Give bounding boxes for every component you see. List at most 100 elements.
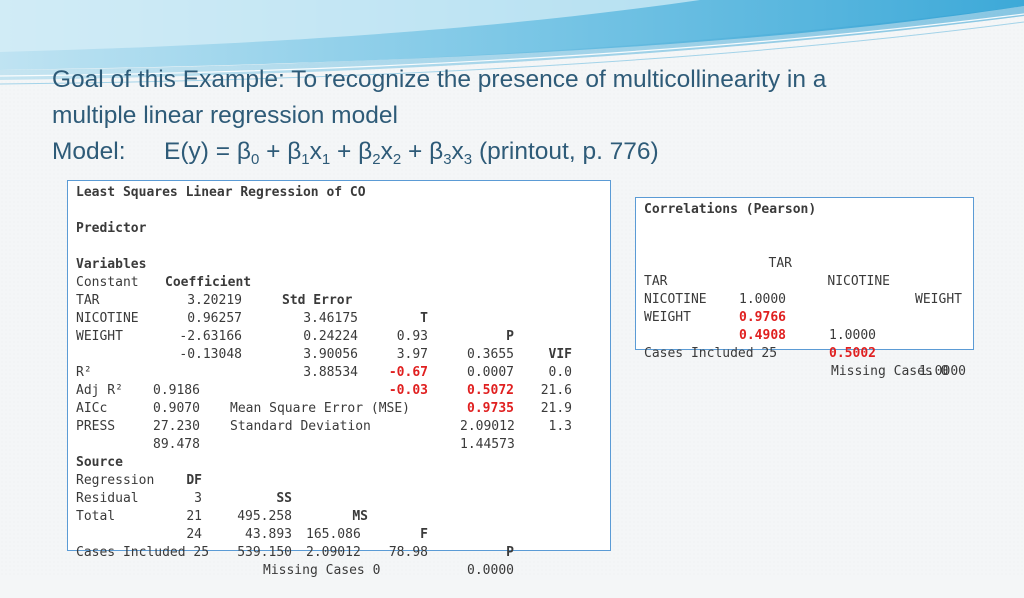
anova-ss: 539.150	[237, 545, 292, 560]
anova-source: Residual	[76, 491, 139, 506]
row-p-highlight: 0.9735	[467, 401, 514, 416]
beta-1-sub: 1	[301, 151, 310, 168]
model-equation: Model: E(y) = β0 + β1x1 + β2x2 + β3x3 (pr…	[52, 134, 1012, 170]
table-row: NICOTINE -2.63166 3.90056 -0.67 0.5072 2…	[68, 292, 610, 416]
row-name: TAR	[76, 293, 100, 308]
row-t: 3.97	[396, 347, 428, 362]
header-wave-decoration	[0, 0, 1024, 85]
anova-source: Regression	[76, 473, 155, 488]
anova-ss: 495.258	[237, 509, 292, 524]
regression-printout-panel: Least Squares Linear Regression of CO Pr…	[67, 180, 611, 578]
table-row: Regression 3 495.258 165.086 78.98 0.000…	[68, 454, 610, 578]
table-row: Constant 3.20219 3.46175 0.93 0.3655 0.0	[68, 256, 610, 380]
missing-cases: Missing Cases 0	[831, 364, 949, 379]
row-coef: 3.20219	[187, 293, 242, 308]
corr-header-weight: WEIGHT	[915, 292, 962, 307]
x3: x	[451, 138, 464, 165]
coef-table-header: Variables Coefficient Std Error T P VIF	[68, 238, 610, 362]
stat-label-2: Standard Deviation	[230, 419, 371, 434]
corr-header-tar: TAR	[768, 256, 792, 271]
x2: x	[380, 138, 393, 165]
stat-value-2: 1.44573	[460, 437, 515, 452]
plus-beta-3: + β	[401, 138, 444, 165]
anova-header-df: DF	[186, 473, 202, 488]
x1-sub: 1	[321, 151, 331, 168]
header-t: T	[420, 311, 428, 326]
anova-df: 3	[194, 491, 202, 506]
corr-row-name: WEIGHT	[644, 310, 691, 325]
anova-header: Source DF SS MS F P	[68, 436, 610, 560]
cases-footer: Cases Included 25 Missing Cases 0	[636, 327, 973, 379]
anova-df: 21	[186, 509, 202, 524]
stat-label: AICc	[76, 401, 108, 416]
header-coefficient: Coefficient	[165, 275, 252, 290]
row-name: NICOTINE	[76, 311, 139, 326]
row-name: Constant	[76, 275, 139, 290]
beta-0-sub: 0	[250, 151, 260, 168]
cases-footer: Cases Included 25 Missing Cases 0	[68, 526, 610, 578]
corr-value-highlight: 0.4908	[739, 328, 786, 343]
anova-header-f: F	[420, 527, 428, 542]
header-std-error: Std Error	[282, 293, 353, 308]
title-line-1: Goal of this Example: To recognize the p…	[52, 66, 827, 93]
table-row: TAR 1.0000	[636, 255, 973, 307]
row-se: 0.24224	[303, 329, 358, 344]
row-coef: -2.63166	[179, 329, 242, 344]
stat-value: 0.9186	[153, 383, 200, 398]
anova-header-ms: MS	[352, 509, 368, 524]
row-vif: 1.3	[548, 419, 572, 434]
correlations-header: TAR NICOTINE WEIGHT	[636, 237, 973, 307]
anova-ss: 43.893	[245, 527, 292, 542]
stat-value: 89.478	[153, 437, 200, 452]
anova-header-source: Source	[76, 455, 123, 470]
missing-cases: Missing Cases 0	[263, 563, 381, 578]
row-vif: 0.0	[548, 365, 572, 380]
cases-included: Cases Included 25	[644, 346, 778, 361]
anova-p: 0.0000	[467, 563, 514, 578]
corr-value: 1.0000	[829, 328, 876, 343]
stats-row: PRESS 89.478	[68, 400, 610, 452]
x3-sub: 3	[463, 151, 473, 168]
anova-ms: 165.086	[306, 527, 361, 542]
corr-row-name: TAR	[644, 274, 668, 289]
stats-row: AICc 27.230	[68, 382, 610, 434]
printout-reference: (printout, p. 776)	[472, 138, 659, 165]
anova-header-p: P	[506, 545, 514, 560]
corr-header-nicotine: NICOTINE	[827, 274, 890, 289]
table-row: Residual 21 43.893 2.09012	[68, 472, 610, 560]
stat-label: PRESS	[76, 419, 116, 434]
stats-row: R² 0.9186 Mean Square Error (MSE) 2.0901…	[68, 346, 610, 434]
row-t-highlight: -0.67	[388, 365, 428, 380]
stat-value: 27.230	[153, 419, 200, 434]
corr-row-name: NICOTINE	[644, 292, 707, 307]
regression-heading: Least Squares Linear Regression of CO	[76, 185, 366, 200]
model-expr: E(y) = β	[164, 138, 251, 165]
anova-f: 78.98	[388, 545, 428, 560]
table-row: Total 24 539.150	[68, 490, 610, 560]
row-name: WEIGHT	[76, 329, 123, 344]
cases-included: Cases Included 25	[76, 545, 210, 560]
stats-row: Adj R² 0.9070 Standard Deviation 1.44573	[68, 364, 610, 452]
model-label: Model:	[52, 138, 126, 165]
row-p: 0.0007	[467, 365, 514, 380]
row-coef: 0.96257	[187, 311, 242, 326]
table-row: WEIGHT -0.13048 3.88534 -0.03 0.9735 1.3	[68, 310, 610, 434]
stat-label: R²	[76, 365, 92, 380]
corr-value-highlight: 0.5002	[829, 346, 876, 361]
header-p: P	[506, 329, 514, 344]
corr-value: 1.0000	[919, 364, 966, 379]
row-p: 0.3655	[467, 347, 514, 362]
predictor-label: Predictor	[76, 221, 147, 236]
anova-df: 24	[186, 527, 202, 542]
correlations-heading: Correlations (Pearson)	[644, 202, 817, 217]
row-se: 3.88534	[303, 365, 358, 380]
correlations-panel: Correlations (Pearson) TAR NICOTINE WEIG…	[635, 197, 974, 379]
row-se: 3.46175	[303, 311, 358, 326]
row-se: 3.90056	[303, 347, 358, 362]
stat-value-2: 2.09012	[460, 419, 515, 434]
table-row: TAR 0.96257 0.24224 3.97 0.0007 21.6	[68, 274, 610, 398]
table-row: WEIGHT 0.4908 0.5002 1.0000	[636, 291, 973, 379]
stat-label-2: Mean Square Error (MSE)	[230, 401, 411, 416]
row-vif: 21.6	[540, 383, 572, 398]
x1: x	[309, 138, 322, 165]
